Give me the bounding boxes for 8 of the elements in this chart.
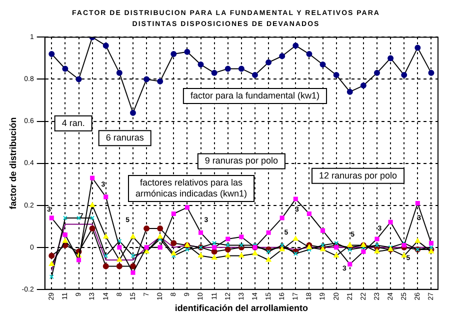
y-axis-title: factor de distribución — [8, 117, 18, 210]
x-axis-title: identificación del arrollamiento — [174, 303, 308, 314]
annotation: 4 ran. — [62, 118, 85, 128]
annotation: factor para la fundamental (kw1) — [190, 90, 320, 101]
annotation: 12 ranuras por polo — [318, 170, 398, 180]
annotation: factores relativos para las armónicas indicadas (kwn1) — [136, 178, 248, 199]
annotation: 6 ranuras — [106, 132, 144, 143]
annotation: 9 ranuras por polo — [204, 156, 278, 166]
